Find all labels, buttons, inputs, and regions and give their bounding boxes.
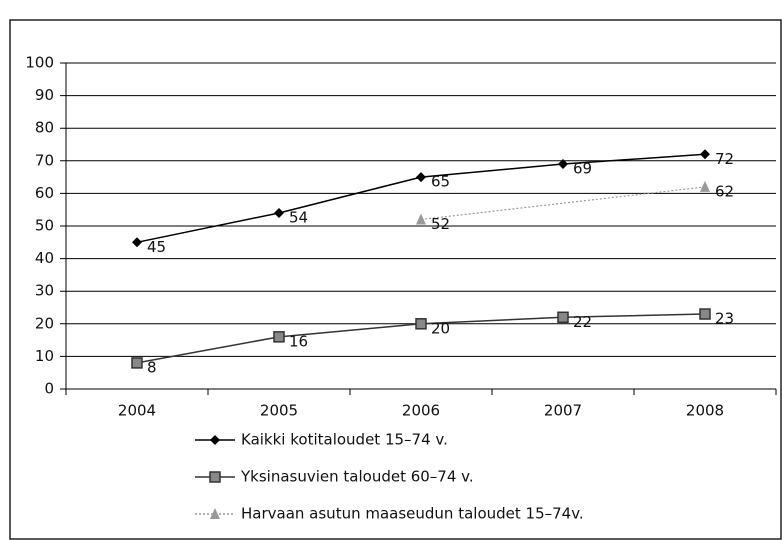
data-label: 8 (147, 358, 157, 376)
y-tick-label: 20 (35, 314, 54, 332)
y-tick-label: 40 (35, 249, 54, 267)
data-label: 72 (715, 150, 734, 168)
point (210, 435, 220, 445)
data-label: 69 (573, 160, 592, 178)
point (132, 237, 142, 248)
x-tick-label: 2008 (686, 402, 724, 420)
x-tick-label: 2007 (544, 402, 582, 420)
point (131, 357, 143, 369)
point (699, 308, 711, 320)
data-label: 23 (715, 310, 734, 328)
y-tick-label: 0 (44, 380, 54, 398)
data-label: 22 (573, 313, 592, 331)
legend-label: Yksinasuvien taloudet 60–74 v. (240, 468, 474, 486)
data-label: 54 (289, 208, 308, 226)
data-label: 52 (431, 215, 450, 233)
y-tick-label: 50 (35, 217, 54, 235)
data-label: 16 (289, 332, 308, 350)
legend-label: Kaikki kotitaloudet 15–74 v. (241, 431, 448, 449)
point (700, 149, 710, 160)
y-tick-label: 30 (35, 282, 54, 300)
y-tick-label: 70 (35, 151, 54, 169)
series-line (420, 186, 706, 221)
legend-label: Harvaan asutun maaseudun taloudet 15–74v… (241, 505, 584, 523)
point (558, 159, 568, 170)
point (209, 471, 221, 483)
data-label: 62 (715, 182, 734, 200)
point (416, 213, 426, 225)
data-label: 45 (147, 238, 166, 256)
series-line (136, 153, 706, 244)
point (415, 318, 427, 330)
point (557, 311, 569, 324)
data-label: 20 (431, 319, 450, 337)
point (210, 508, 220, 519)
chart-frame (9, 19, 782, 540)
y-tick-label: 90 (35, 86, 54, 104)
point (273, 331, 285, 343)
data-label: 65 (431, 173, 450, 191)
y-tick-label: 60 (35, 184, 54, 202)
y-tick-label: 10 (35, 347, 54, 365)
point (416, 172, 426, 183)
point (274, 207, 284, 218)
y-tick-label: 100 (25, 54, 54, 72)
x-tick-label: 2005 (260, 402, 298, 420)
x-tick-label: 2006 (402, 402, 440, 420)
y-tick-label: 80 (35, 119, 54, 137)
point (700, 180, 710, 192)
x-tick-label: 2004 (118, 402, 156, 420)
